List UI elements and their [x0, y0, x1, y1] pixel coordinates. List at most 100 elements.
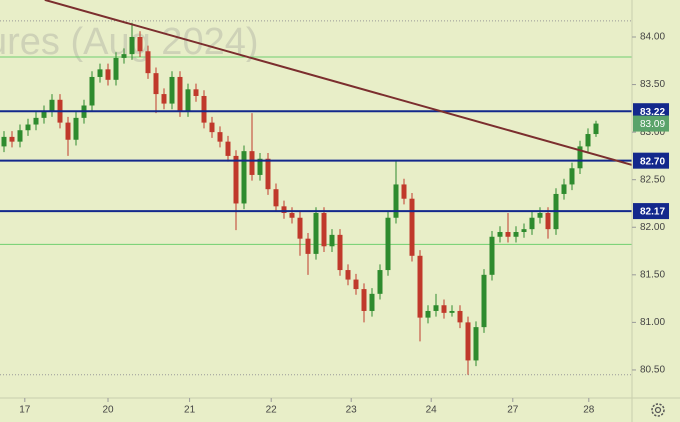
candle-body [401, 184, 407, 199]
candle-body [545, 212, 551, 230]
candle-body [121, 54, 127, 58]
x-tick-label: 22 [266, 405, 278, 416]
x-tick-label: 28 [583, 405, 595, 416]
candle-body [473, 327, 479, 361]
candle-body [137, 37, 143, 52]
candle-body [169, 76, 175, 104]
candle-body [129, 37, 135, 55]
level-label: 82.17 [640, 207, 665, 218]
y-tick-label: 83.50 [640, 79, 665, 90]
candle-body [361, 289, 367, 311]
settings-hub[interactable] [654, 406, 662, 414]
candle-body [329, 234, 335, 247]
candle-body [497, 232, 503, 237]
candle-body [249, 151, 255, 175]
candle-body [521, 229, 527, 233]
candle-body [433, 305, 439, 311]
candle-body [41, 111, 47, 118]
level-label-box [633, 103, 669, 120]
candle-body [593, 123, 599, 135]
candle-body [489, 236, 495, 275]
level-label-box [633, 152, 669, 169]
candle-body [89, 76, 95, 106]
settings-icon[interactable] [651, 403, 665, 417]
y-tick-label: 80.50 [640, 365, 665, 376]
candle-body [409, 198, 415, 256]
candle-body [577, 146, 583, 169]
y-tick-label: 83.00 [640, 127, 665, 138]
y-tick-label: 81.00 [640, 317, 665, 328]
candle-body [505, 232, 511, 237]
candle-body [17, 130, 23, 142]
last-price-box [633, 115, 669, 132]
plot-area: ures (Aug 2024) [0, 0, 633, 376]
candle-body [105, 69, 111, 80]
candle-body [265, 158, 271, 190]
candle-body [529, 217, 535, 230]
y-tick-label: 82.00 [640, 222, 665, 233]
candle-body [337, 234, 343, 271]
level-label: 82.70 [640, 156, 665, 167]
candle-body [569, 168, 575, 185]
settings-gear[interactable] [651, 403, 665, 417]
candle-body [345, 270, 351, 280]
candle-body [241, 151, 247, 204]
x-tick-label: 20 [102, 405, 114, 416]
candle-body [441, 305, 447, 313]
candle-body [25, 124, 31, 131]
candle-body [313, 212, 319, 254]
candle-body [177, 76, 183, 112]
candle-body [537, 212, 543, 218]
candle-body [161, 94, 167, 104]
candle-body [417, 255, 423, 318]
candle-body [321, 212, 327, 247]
candle-body [425, 310, 431, 318]
candle-body [9, 136, 15, 142]
candle-body [377, 270, 383, 294]
candle-body [209, 122, 215, 133]
candle-body [513, 232, 519, 237]
candle-body [201, 95, 207, 123]
candle-body [73, 117, 79, 140]
watermark: ures (Aug 2024) [0, 21, 259, 63]
candle-body [449, 310, 455, 313]
last-price-label: 83.09 [640, 119, 665, 130]
candle-body [97, 69, 103, 77]
y-tick-label: 82.50 [640, 174, 665, 185]
candle-body [257, 158, 263, 175]
candle-body [49, 99, 55, 112]
candle-body [65, 122, 71, 140]
candle-body [233, 155, 239, 204]
candle-body [113, 57, 119, 80]
candle-body [217, 132, 223, 142]
x-tick-label: 27 [507, 405, 519, 416]
candle-body [1, 136, 7, 147]
candle-body [393, 184, 399, 218]
candle-body [33, 117, 39, 125]
candle-body [465, 322, 471, 361]
level-label: 83.22 [640, 107, 665, 118]
candle-body [273, 189, 279, 207]
x-tick-label: 21 [184, 405, 196, 416]
candle-body [305, 238, 311, 254]
candle-body [481, 274, 487, 328]
candle-body [457, 310, 463, 323]
trendline [44, 0, 633, 166]
candle-body [193, 89, 199, 96]
candle-body [145, 51, 151, 74]
y-tick-label: 81.50 [640, 269, 665, 280]
x-tick-label: 24 [426, 405, 438, 416]
candle-body [385, 217, 391, 271]
level-label-box [633, 203, 669, 220]
y-tick-label: 84.00 [640, 32, 665, 43]
candle-body [585, 134, 591, 147]
candle-body [281, 206, 287, 213]
candle-body [185, 89, 191, 112]
candle-body [353, 279, 359, 290]
candle-body [561, 184, 567, 194]
x-tick-label: 17 [19, 405, 31, 416]
candle-body [297, 217, 303, 239]
candle-body [369, 293, 375, 311]
